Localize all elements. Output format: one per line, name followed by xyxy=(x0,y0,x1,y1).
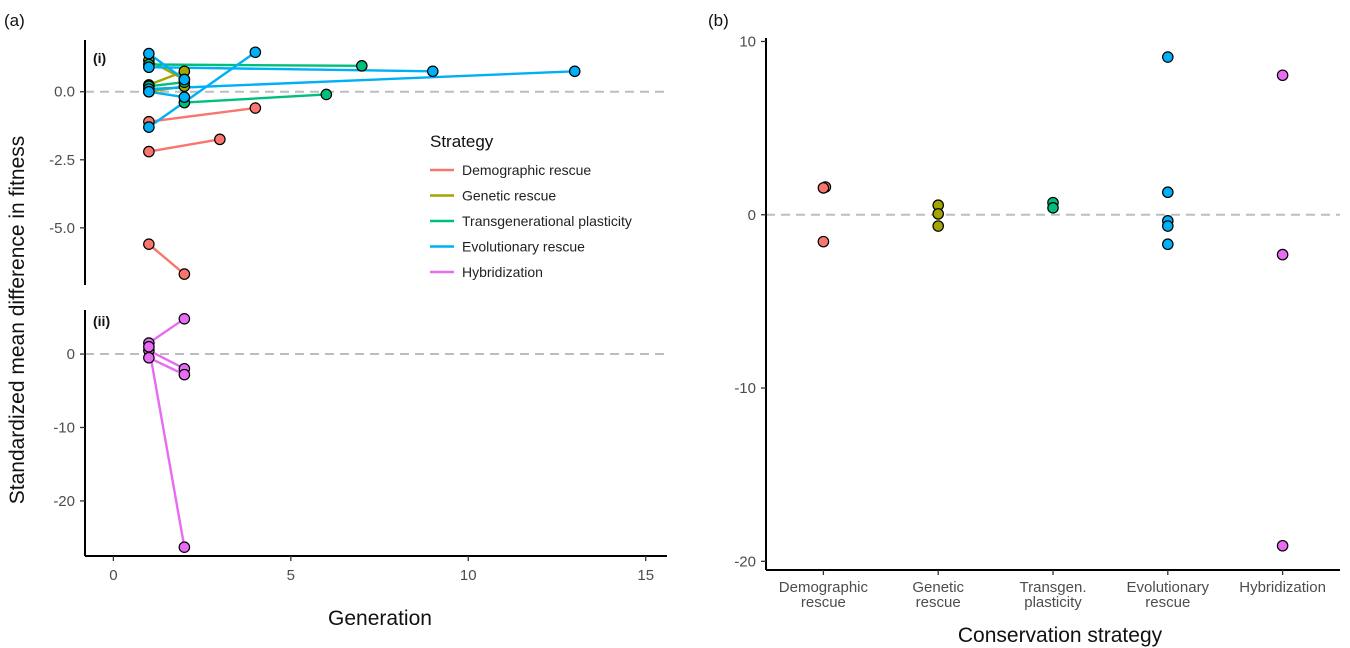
x-axis-title-a: Generation xyxy=(328,607,432,630)
data-point xyxy=(178,368,191,381)
series-line xyxy=(148,81,185,88)
data-point xyxy=(143,121,155,133)
category-label: rescue xyxy=(801,594,846,611)
data-point xyxy=(817,235,830,248)
series-line xyxy=(184,93,327,104)
series-line xyxy=(148,317,186,345)
series-line xyxy=(148,349,185,370)
data-point xyxy=(143,351,155,364)
y-tick-label: -10 xyxy=(53,419,75,436)
legend-label: Genetic rescue xyxy=(462,188,556,204)
data-point xyxy=(320,88,333,101)
data-point xyxy=(1047,202,1059,214)
subpanel-ii-label: (ii) xyxy=(93,313,110,329)
data-point xyxy=(143,61,155,74)
data-point xyxy=(1162,51,1174,63)
data-point xyxy=(1276,69,1289,82)
series-line xyxy=(148,63,362,68)
data-point xyxy=(143,47,155,60)
y-tick-label: 0 xyxy=(67,346,75,363)
data-point xyxy=(1162,220,1174,232)
data-point xyxy=(249,102,262,114)
y-tick-label: 10 xyxy=(739,33,756,50)
series-line xyxy=(148,70,575,91)
subpanel-i-label: (i) xyxy=(93,50,106,66)
data-point xyxy=(426,65,439,78)
y-tick-label: -5.0 xyxy=(49,220,75,237)
category-label: Hybridization xyxy=(1239,579,1326,596)
data-point xyxy=(143,85,155,98)
series-line xyxy=(148,66,433,73)
x-tick-label: 10 xyxy=(460,567,477,584)
data-point xyxy=(214,133,226,146)
panel-b-label: (b) xyxy=(708,11,729,30)
x-tick-label: 15 xyxy=(637,567,654,584)
series-line xyxy=(148,106,256,123)
data-point xyxy=(178,268,191,280)
y-tick-label: -20 xyxy=(53,493,75,510)
legend-label: Evolutionary rescue xyxy=(462,239,585,255)
legend-title: Strategy xyxy=(430,132,494,151)
category-label: Genetic xyxy=(912,579,964,596)
legend-label: Demographic rescue xyxy=(462,162,591,178)
category-label: plasticity xyxy=(1024,594,1082,611)
category-label: Transgen. xyxy=(1020,579,1087,596)
data-point xyxy=(1162,186,1174,199)
series-line xyxy=(148,356,185,376)
y-tick-label: 0 xyxy=(748,207,756,224)
data-point xyxy=(178,91,191,103)
category-label: Evolutionary xyxy=(1127,579,1210,596)
data-point xyxy=(1276,248,1289,261)
series-line xyxy=(148,243,186,276)
y-tick-label: -20 xyxy=(734,553,756,570)
x-tick-label: 0 xyxy=(109,567,117,584)
panel-a-ii: 0 -10 -20 0 5 10 15 xyxy=(53,310,667,584)
data-point xyxy=(143,238,155,250)
series-line xyxy=(147,346,186,548)
x-axis-title-b: Conservation strategy xyxy=(958,624,1163,647)
legend-label: Transgenerational plasticity xyxy=(462,213,632,229)
data-point xyxy=(143,340,155,353)
data-point xyxy=(932,220,944,232)
y-tick-label: -10 xyxy=(734,380,756,397)
series-line xyxy=(148,51,257,129)
y-tick-label: -2.5 xyxy=(49,152,75,169)
x-tick-label: 5 xyxy=(287,567,295,584)
panel-b: 100-10-20DemographicrescueGeneticrescueT… xyxy=(734,33,1340,611)
series-line xyxy=(148,90,185,99)
panel-a-i: 0.0 -2.5 -5.0 xyxy=(49,40,667,285)
data-point xyxy=(932,208,944,220)
category-label: Demographic xyxy=(779,579,869,596)
category-label: rescue xyxy=(1145,594,1190,611)
data-point xyxy=(178,313,191,325)
data-point xyxy=(356,60,368,72)
category-label: rescue xyxy=(916,594,961,611)
data-point xyxy=(178,73,191,86)
y-axis-title: Standardized mean difference in fitness xyxy=(6,136,29,505)
data-point xyxy=(1162,238,1174,251)
panel-a-label: (a) xyxy=(4,11,25,30)
data-point xyxy=(817,182,830,194)
data-point xyxy=(143,145,155,158)
series-line xyxy=(148,70,185,87)
data-point xyxy=(249,46,262,59)
legend: Strategy Demographic rescue Genetic rescu… xyxy=(430,132,632,280)
y-tick-label: 0.0 xyxy=(54,84,75,101)
legend-label: Hybridization xyxy=(462,264,543,280)
data-point xyxy=(178,541,191,553)
data-point xyxy=(568,65,581,78)
series-line xyxy=(148,138,221,153)
data-point xyxy=(1276,539,1289,552)
